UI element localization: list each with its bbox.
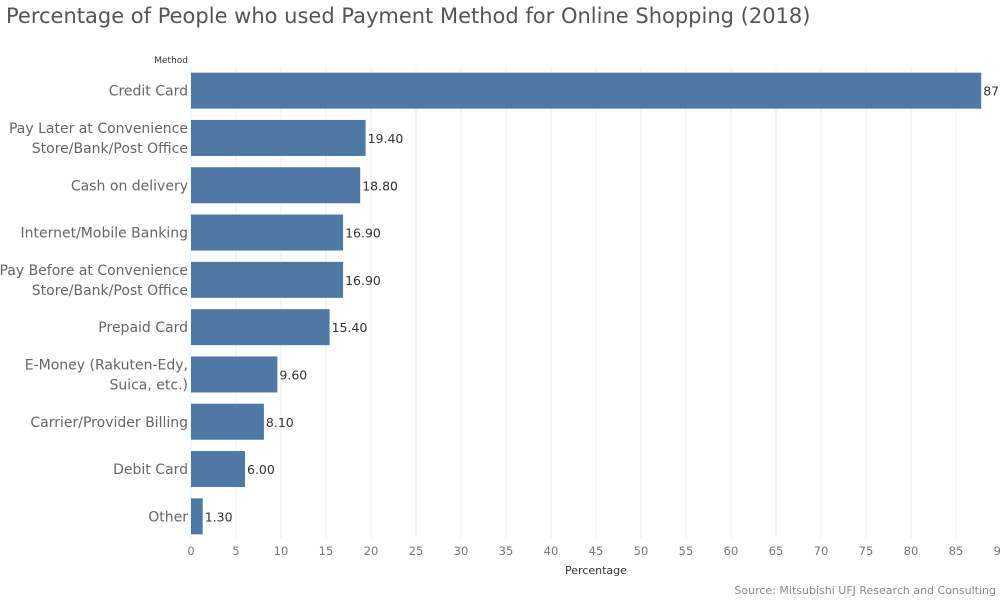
- x-tick-label: 25: [409, 544, 424, 558]
- x-tick-label: 55: [679, 544, 694, 558]
- value-label: 18.80: [362, 178, 398, 193]
- chart-title: Percentage of People who used Payment Me…: [6, 4, 811, 28]
- x-tick-label: 0: [187, 544, 194, 558]
- bar: [191, 167, 361, 204]
- value-label: 9.60: [279, 367, 307, 382]
- x-tick-label: 70: [814, 544, 829, 558]
- x-tick-label: 90: [994, 544, 1000, 558]
- x-tick-label: 80: [904, 544, 919, 558]
- category-label: Debit Card: [113, 462, 188, 478]
- bar: [191, 356, 278, 393]
- x-tick-label: 75: [859, 544, 874, 558]
- bar: [191, 451, 245, 488]
- x-tick-label: 60: [724, 544, 739, 558]
- y-axis-title: Method: [154, 56, 188, 66]
- category-label: Internet/Mobile Banking: [21, 226, 189, 242]
- x-tick-label: 65: [769, 544, 784, 558]
- value-label: 19.40: [368, 131, 404, 146]
- bar: [191, 214, 344, 251]
- x-tick-label: 40: [544, 544, 559, 558]
- category-label: Prepaid Card: [98, 320, 188, 336]
- x-tick-label: 35: [499, 544, 514, 558]
- value-label: 1.30: [205, 509, 233, 524]
- category-label: Credit Card: [109, 84, 188, 100]
- category-label: Pay Later at Convenience Store/Bank/Post …: [9, 121, 188, 157]
- value-label: 16.90: [345, 273, 381, 288]
- bar: [191, 309, 330, 346]
- bar: [191, 72, 982, 109]
- x-tick-label: 85: [949, 544, 964, 558]
- bar: [191, 403, 264, 440]
- value-label: 16.90: [345, 226, 381, 241]
- bar: [191, 261, 344, 298]
- category-label: Carrier/Provider Billing: [30, 415, 188, 431]
- x-tick-label: 10: [274, 544, 289, 558]
- category-label: Pay Before at Convenience Store/Bank/Post…: [0, 263, 188, 299]
- x-tick-label: 20: [364, 544, 379, 558]
- category-label: Cash on delivery: [71, 178, 188, 194]
- bar: [191, 498, 203, 535]
- x-tick-label: 15: [319, 544, 334, 558]
- value-label: 6.00: [247, 462, 275, 477]
- x-tick-label: 5: [232, 544, 239, 558]
- value-label: 8.10: [266, 415, 294, 430]
- bar: [191, 119, 366, 156]
- x-tick-label: 30: [454, 544, 469, 558]
- source-note: Source: Mitsubishi UFJ Research and Cons…: [734, 584, 996, 597]
- x-tick-label: 45: [589, 544, 604, 558]
- category-label: E-Money (Rakuten-Edy, Suica, etc.): [25, 357, 188, 393]
- x-tick-label: 50: [634, 544, 649, 558]
- x-axis-title: Percentage: [565, 564, 627, 577]
- category-label: Other: [148, 509, 188, 525]
- value-label: 15.40: [332, 320, 368, 335]
- value-label: 87.80: [983, 84, 1000, 99]
